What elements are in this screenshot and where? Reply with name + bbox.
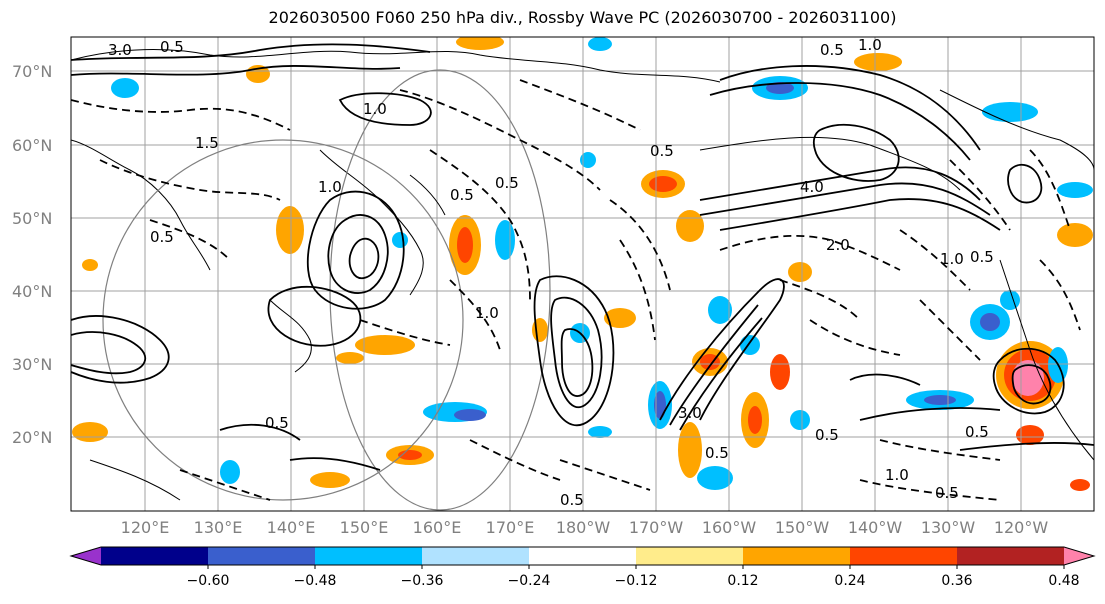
- contour-label: 1.0: [363, 100, 387, 118]
- colorbar-tick-label: −0.36: [401, 573, 444, 589]
- colorbar-tick-label: 0.24: [834, 573, 865, 589]
- contour-label: 1.0: [475, 304, 499, 322]
- lon-label: 140°W: [848, 518, 903, 537]
- map-gridlines: [71, 37, 1094, 511]
- lat-label-20n: 20°N: [12, 428, 52, 447]
- contour-label: 0.5: [150, 228, 174, 246]
- contour-label: 0.5: [970, 248, 994, 266]
- contour-label: 0.5: [560, 491, 584, 509]
- colorbar-swatch: [208, 547, 316, 565]
- colorbar-swatch: [101, 547, 209, 565]
- colorbar-tick-label: 0.12: [727, 573, 758, 589]
- contour-label: 0.5: [935, 484, 959, 502]
- dashed-contours: [71, 79, 1081, 501]
- wave-packet-circle: [102, 139, 464, 501]
- contour-label: 3.0: [678, 404, 702, 422]
- contour-label: 0.5: [820, 41, 844, 59]
- colorbar-swatch: [743, 547, 851, 565]
- colorbar-swatch: [529, 547, 637, 565]
- contour-label: 1.5: [195, 134, 219, 152]
- lon-label: 170°W: [629, 518, 684, 537]
- lon-label: 160°W: [702, 518, 757, 537]
- contour-label: 0.5: [160, 38, 184, 56]
- lon-label: 160°E: [413, 518, 462, 537]
- lon-label: 130°W: [921, 518, 976, 537]
- map-frame: [70, 36, 1095, 512]
- contour-label: 0.5: [965, 423, 989, 441]
- colorbar-tick-label: 0.36: [941, 573, 972, 589]
- contour-label: 0.5: [705, 444, 729, 462]
- colorbar-tick-label: −0.24: [508, 573, 551, 589]
- colorbar-extend-low: [71, 547, 101, 565]
- lat-label-30n: 30°N: [12, 355, 52, 374]
- lon-label: 150°E: [340, 518, 389, 537]
- contour-label: 4.0: [800, 178, 824, 196]
- colorbar-swatch: [850, 547, 958, 565]
- contour-label: 0.5: [815, 426, 839, 444]
- colorbar-swatch: [422, 547, 530, 565]
- lat-label-60n: 60°N: [12, 136, 52, 155]
- contour-label: 2.0: [826, 236, 850, 254]
- lon-label: 130°E: [194, 518, 243, 537]
- colorbar-swatch: [957, 547, 1065, 565]
- lon-label: 150°W: [775, 518, 830, 537]
- solid-contours: [71, 43, 1094, 471]
- lon-label: 170°E: [486, 518, 535, 537]
- lat-label-70n: 70°N: [12, 62, 52, 81]
- contour-label: 1.0: [885, 466, 909, 484]
- colorbar-swatch: [315, 547, 423, 565]
- lon-label: 140°E: [267, 518, 316, 537]
- latitude-labels: 70°N 60°N 50°N 40°N 30°N 20°N: [12, 62, 52, 447]
- lat-label-40n: 40°N: [12, 282, 52, 301]
- contour-label: 0.5: [265, 414, 289, 432]
- contour-label: 0.5: [650, 142, 674, 160]
- lat-label-50n: 50°N: [12, 209, 52, 228]
- figure-title: 2026030500 F060 250 hPa div., Rossby Wav…: [268, 8, 897, 27]
- colorbar-outline: [69, 546, 1096, 566]
- contour-label: 0.5: [450, 186, 474, 204]
- lon-label: 120°W: [994, 518, 1049, 537]
- contour-label: 3.0: [108, 41, 132, 59]
- colorbar-tick-label: −0.12: [615, 573, 658, 589]
- divergence-shading: [72, 37, 1093, 491]
- colorbar-tick-label: −0.48: [294, 573, 337, 589]
- contour-labels: 3.0 0.5 1.0 0.5 1.5 0.5 1.0 0.5 0.5 1.0 …: [108, 36, 994, 509]
- contour-label: 1.0: [858, 36, 882, 54]
- colorbar-tick-label: −0.60: [187, 573, 230, 589]
- colorbar: −0.60 −0.48 −0.36 −0.24 −0.12 0.12 0.24 0.36 0.4…: [69, 546, 1096, 589]
- colorbar-tick-label: 0.48: [1048, 573, 1079, 589]
- contour-label: 1.0: [318, 178, 342, 196]
- contour-label: 1.0: [940, 250, 964, 268]
- longitude-labels: 120°E 130°E 140°E 150°E 160°E 170°E 180°…: [121, 518, 1049, 537]
- contour-label: 0.5: [495, 174, 519, 192]
- lon-label: 120°E: [121, 518, 170, 537]
- coastlines: [71, 49, 1094, 501]
- colorbar-extend-high: [1064, 547, 1094, 565]
- lon-label: 180°W: [556, 518, 611, 537]
- colorbar-swatch: [636, 547, 744, 565]
